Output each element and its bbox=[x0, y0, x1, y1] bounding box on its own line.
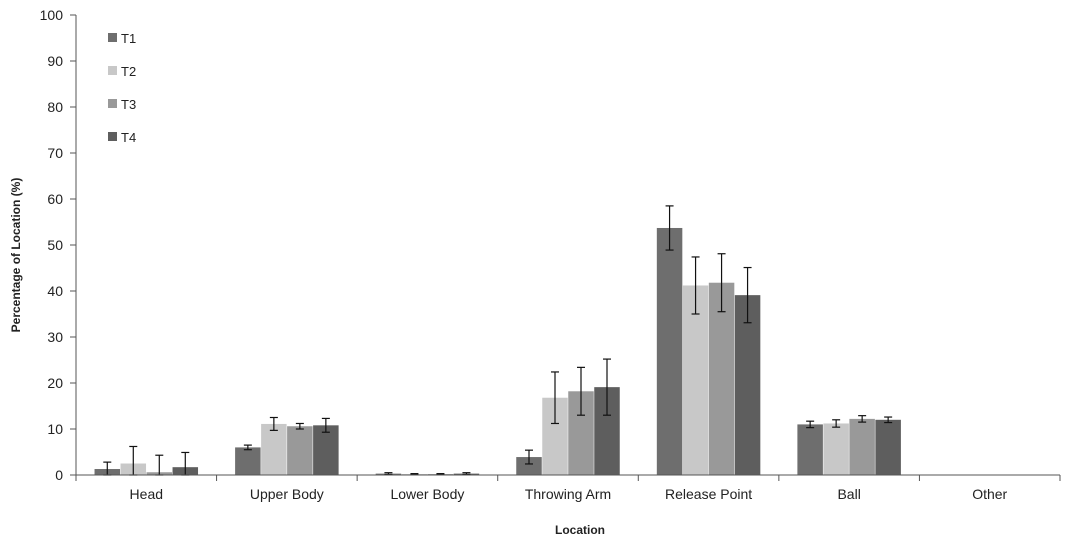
y-tick-label: 40 bbox=[47, 283, 63, 299]
bar bbox=[823, 423, 849, 475]
legend-swatch bbox=[108, 132, 117, 141]
bar bbox=[849, 418, 875, 475]
y-tick-label: 10 bbox=[47, 421, 63, 437]
bars bbox=[94, 205, 964, 476]
x-axis-ticks: Head Upper Body Lower Body Throwing Arm Rele… bbox=[75, 475, 1061, 502]
legend-swatch bbox=[108, 99, 117, 108]
bar bbox=[656, 227, 683, 475]
x-tick-label: Release Point bbox=[665, 486, 752, 502]
legend-swatch bbox=[108, 66, 117, 75]
x-tick-label: Lower Body bbox=[390, 486, 464, 502]
legend: T1 T2 T3 T4 bbox=[108, 31, 136, 145]
legend-swatch bbox=[108, 33, 117, 42]
x-tick-label: Throwing Arm bbox=[525, 486, 611, 502]
y-tick-label: 20 bbox=[47, 375, 63, 391]
x-tick-label: Other bbox=[972, 486, 1007, 502]
y-tick-label: 90 bbox=[47, 53, 63, 69]
y-tick-label: 80 bbox=[47, 99, 63, 115]
bar bbox=[313, 425, 339, 475]
y-axis-ticks: 0 10 20 30 40 50 60 70 80 90 100 bbox=[40, 7, 76, 483]
y-tick-label: 60 bbox=[47, 191, 63, 207]
legend-label: T2 bbox=[121, 64, 136, 79]
x-axis-title: Location bbox=[555, 523, 605, 537]
x-tick-label: Head bbox=[130, 486, 163, 502]
bar bbox=[287, 426, 313, 475]
x-tick-label: Upper Body bbox=[250, 486, 324, 502]
y-tick-label: 100 bbox=[40, 7, 64, 23]
bar bbox=[682, 285, 709, 475]
legend-label: T1 bbox=[121, 31, 136, 46]
bar bbox=[516, 457, 542, 475]
bar bbox=[797, 424, 823, 475]
bar bbox=[261, 423, 287, 475]
y-tick-label: 50 bbox=[47, 237, 63, 253]
y-tick-label: 30 bbox=[47, 329, 63, 345]
y-axis-title: Percentage of Location (%) bbox=[9, 178, 23, 333]
bar bbox=[235, 447, 261, 475]
x-tick-label: Ball bbox=[837, 486, 860, 502]
bar bbox=[708, 282, 735, 475]
bar bbox=[875, 419, 901, 475]
y-tick-label: 70 bbox=[47, 145, 63, 161]
legend-label: T4 bbox=[121, 130, 136, 145]
bar bbox=[734, 295, 761, 475]
legend-label: T3 bbox=[121, 97, 136, 112]
y-tick-label: 0 bbox=[55, 467, 63, 483]
